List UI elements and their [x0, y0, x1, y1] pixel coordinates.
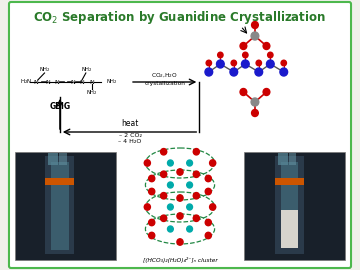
Circle shape	[149, 232, 155, 239]
Circle shape	[187, 204, 193, 210]
Text: crystallization: crystallization	[144, 80, 185, 86]
Circle shape	[161, 171, 167, 177]
Bar	[59, 153, 67, 165]
Bar	[48, 153, 58, 165]
Text: GBIG: GBIG	[49, 102, 71, 111]
Circle shape	[205, 232, 211, 239]
Circle shape	[205, 188, 211, 195]
Circle shape	[205, 219, 211, 226]
Circle shape	[187, 182, 193, 188]
Circle shape	[252, 22, 258, 29]
Bar	[278, 153, 288, 165]
Circle shape	[144, 204, 150, 210]
Text: N: N	[45, 79, 50, 85]
Text: NH$_2$: NH$_2$	[86, 89, 98, 97]
Text: N: N	[33, 79, 38, 85]
Circle shape	[243, 52, 248, 58]
Circle shape	[193, 148, 199, 155]
Circle shape	[161, 193, 167, 199]
Circle shape	[205, 68, 213, 76]
Circle shape	[210, 160, 216, 166]
Bar	[51, 162, 68, 250]
Circle shape	[187, 226, 193, 232]
Text: N: N	[89, 79, 94, 85]
Bar	[281, 210, 298, 248]
Circle shape	[255, 68, 263, 76]
Circle shape	[206, 60, 212, 66]
Circle shape	[266, 60, 274, 68]
Circle shape	[167, 226, 173, 232]
Circle shape	[167, 204, 173, 210]
Circle shape	[263, 42, 270, 49]
Text: N: N	[80, 79, 84, 85]
Circle shape	[177, 195, 183, 201]
Circle shape	[149, 188, 155, 195]
Circle shape	[144, 160, 150, 166]
Bar	[45, 156, 74, 254]
Circle shape	[263, 89, 270, 96]
Text: NH$_2$: NH$_2$	[39, 66, 50, 75]
Bar	[45, 178, 74, 185]
Circle shape	[149, 175, 155, 182]
Circle shape	[205, 175, 211, 182]
Circle shape	[187, 160, 193, 166]
Bar	[275, 156, 304, 254]
Circle shape	[193, 193, 199, 199]
Text: CO$_2$,H$_2$O: CO$_2$,H$_2$O	[151, 72, 178, 80]
Circle shape	[281, 60, 287, 66]
Text: N: N	[55, 79, 59, 85]
Bar	[281, 162, 298, 210]
Circle shape	[210, 204, 216, 210]
Circle shape	[216, 60, 224, 68]
Circle shape	[161, 148, 167, 155]
Circle shape	[252, 110, 258, 116]
Text: heat: heat	[121, 120, 139, 129]
FancyBboxPatch shape	[15, 152, 116, 260]
Circle shape	[167, 160, 173, 166]
Circle shape	[242, 60, 249, 68]
Circle shape	[256, 60, 261, 66]
Text: H$_2$N: H$_2$N	[19, 77, 32, 86]
Text: NH$_2$: NH$_2$	[106, 77, 118, 86]
Text: N: N	[70, 79, 75, 85]
Circle shape	[240, 89, 247, 96]
Text: CO$_2$ Separation by Guanidine Crystallization: CO$_2$ Separation by Guanidine Crystalli…	[33, 8, 327, 25]
Circle shape	[251, 32, 259, 40]
Text: [(HCO₃)₂(H₂O)₄²⁻]ₙ cluster: [(HCO₃)₂(H₂O)₄²⁻]ₙ cluster	[143, 257, 217, 263]
Circle shape	[218, 52, 223, 58]
Circle shape	[177, 239, 183, 245]
Circle shape	[193, 215, 199, 221]
FancyBboxPatch shape	[244, 152, 345, 260]
Circle shape	[161, 215, 167, 221]
Circle shape	[149, 219, 155, 226]
Circle shape	[280, 68, 288, 76]
Text: – 2 CO₂
– 4 H₂O: – 2 CO₂ – 4 H₂O	[118, 133, 142, 144]
Circle shape	[240, 42, 247, 49]
Circle shape	[177, 169, 183, 175]
Circle shape	[251, 98, 259, 106]
Circle shape	[193, 171, 199, 177]
Circle shape	[167, 182, 173, 188]
Circle shape	[230, 68, 238, 76]
Circle shape	[267, 52, 273, 58]
Bar	[289, 153, 296, 165]
Circle shape	[177, 213, 183, 219]
Circle shape	[231, 60, 237, 66]
FancyBboxPatch shape	[9, 2, 351, 268]
Bar	[275, 178, 304, 185]
Text: NH$_2$: NH$_2$	[81, 66, 93, 75]
